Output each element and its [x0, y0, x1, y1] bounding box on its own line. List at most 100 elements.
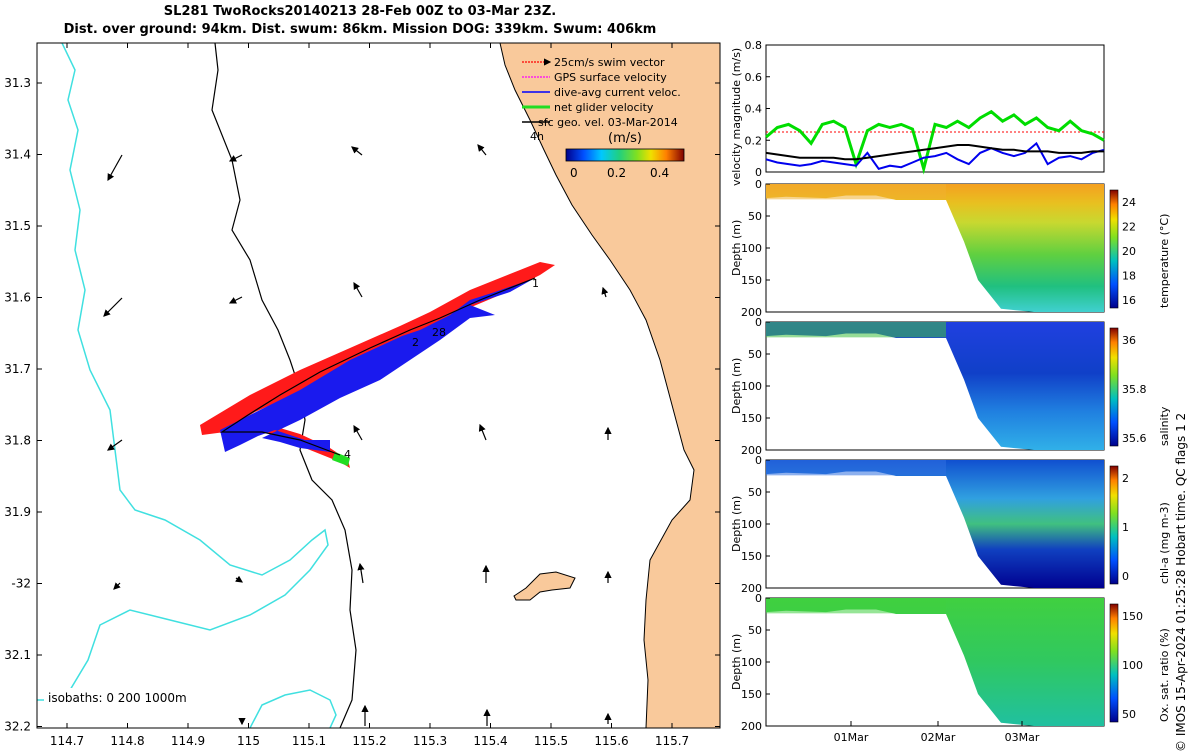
current-arrow [353, 424, 363, 441]
map-axes-frame [36, 42, 721, 729]
current-arrow [235, 575, 243, 583]
velocity-series-line [765, 109, 1105, 175]
glider-track [219, 277, 536, 456]
heatmap-y-tick-label: 150 [741, 412, 762, 425]
current-arrow [107, 154, 123, 182]
isobath-1000m [37, 43, 329, 701]
coastline-land [499, 43, 720, 728]
legend: 25cm/s swim vector GPS surface velocity … [522, 56, 685, 180]
current-arrow [477, 144, 487, 156]
colorbar-tick-label: 0 [1122, 570, 1129, 583]
heatmap-y-tick-label: 50 [748, 486, 762, 499]
isobath-1000m-b [249, 689, 337, 728]
colorbar-tick-label: 150 [1122, 610, 1143, 623]
swim-vectors-swath [200, 262, 555, 468]
current-arrow [228, 296, 243, 304]
current-arrow [357, 562, 365, 584]
legend-current-velocity: dive-avg current veloc. [554, 86, 681, 99]
heatmap-colorbar [1109, 465, 1119, 585]
time-x-tick-label: 02Mar [921, 731, 956, 744]
map-y-tick-label: 31.5 [4, 219, 31, 233]
heatmap-shallow-layer [766, 460, 946, 476]
heatmap-y-tick-label: 150 [741, 550, 762, 563]
colorbar-tick-1: 0.2 [607, 166, 626, 180]
current-arrow [478, 423, 487, 441]
velocity-y-label: velocity magnitude (m/s) [730, 48, 743, 186]
current-arrow [601, 286, 609, 298]
colorbar-tick-label: 35.8 [1122, 383, 1147, 396]
current-arrow [351, 146, 363, 156]
map-x-tick-label: 115.4 [473, 734, 507, 748]
time-x-tick-label: 03Mar [1005, 731, 1040, 744]
map-x-tick-label: 115 [237, 734, 260, 748]
legend-net-velocity: net glider velocity [554, 101, 654, 114]
heatmap-colorbar [1109, 327, 1119, 447]
heatmap-section [766, 184, 1104, 312]
map-y-tick-label: 31.8 [4, 434, 31, 448]
velocity-y-tick-label: 0.4 [745, 103, 763, 116]
colorbar-label: temperature (°C) [1158, 214, 1171, 308]
chart-title-line2: Dist. over ground: 94km. Dist. swum: 86k… [63, 22, 657, 37]
heatmap-shallow-layer [766, 598, 946, 614]
legend-time-label: 4h [530, 130, 544, 143]
colorbar-tick-label: 100 [1122, 659, 1143, 672]
map-y-tick-label: 31.6 [4, 291, 31, 305]
map-y-tick-label: 31.4 [4, 148, 31, 162]
map-ticks: 114.7 114.8 114.9 115 115.1 115.2 115.3 115.4 11… [4, 43, 720, 748]
colorbar-tick-label: 22 [1122, 221, 1136, 234]
heatmap-y-tick-label: 150 [741, 688, 762, 701]
velocity-y-tick-label: 0.2 [745, 134, 763, 147]
map-x-tick-label: 114.9 [171, 734, 205, 748]
map-y-tick-label: 32.2 [4, 720, 31, 734]
map-y-tick-label: 31.3 [4, 76, 31, 90]
legend-swim-vector: 25cm/s swim vector [554, 56, 665, 69]
heatmap-y-tick-label: 50 [748, 624, 762, 637]
velocity-y-tick-label: 0.8 [745, 39, 763, 52]
velocity-series-line [765, 144, 1104, 161]
heatmap-y-tick-label: 200 [741, 720, 762, 733]
colorbar-tick-label: 50 [1122, 708, 1136, 721]
map-x-tick-label: 115.7 [655, 734, 689, 748]
heatmap-y-tick-label: 100 [741, 242, 762, 255]
heatmap-y-label: Depth (m) [730, 358, 743, 414]
colorbar-unit: (m/s) [608, 131, 642, 146]
heatmap-y-tick-label: 150 [741, 274, 762, 287]
colorbar-tick-label: 2 [1122, 472, 1129, 485]
current-arrow [228, 154, 243, 162]
legend-gps-velocity: GPS surface velocity [554, 71, 667, 84]
heatmap-colorbar [1109, 189, 1119, 309]
heatmap-y-tick-label: 200 [741, 306, 762, 319]
heatmap-y-label: Depth (m) [730, 220, 743, 276]
heatmap-section [766, 598, 1104, 726]
colorbar-tick-label: 16 [1122, 294, 1136, 307]
map-x-tick-label: 115.6 [594, 734, 628, 748]
map-chart: 1 28 2 4 114.7 114.8 114.9 115 115.1 115.2 115… [4, 42, 721, 748]
velocity-y-tick-label: 0 [755, 166, 762, 179]
net-velocity-segment [332, 452, 350, 466]
heatmap-shallow-layer [766, 184, 946, 200]
heatmap-colorbar [1109, 603, 1119, 723]
legend-geo-velocity: sfc geo. vel. 03-Mar-2014 [538, 116, 678, 129]
rottnest-island [513, 571, 576, 601]
map-x-tick-label: 115.3 [413, 734, 447, 748]
colorbar-tick-label: 24 [1122, 196, 1136, 209]
current-arrow [113, 582, 121, 590]
heatmap-y-tick-label: 200 [741, 444, 762, 457]
colorbar-tick-0: 0 [570, 166, 578, 180]
heatmap-y-tick-label: 0 [755, 454, 762, 467]
map-y-tick-label: -32 [11, 577, 31, 591]
heatmap-y-tick-label: 200 [741, 582, 762, 595]
track-label-2: 2 [412, 336, 419, 349]
colorbar-tick-label: 35.6 [1122, 432, 1147, 445]
velocity-y-tick-label: 0.6 [745, 71, 763, 84]
current-arrow [103, 297, 123, 317]
map-x-tick-label: 114.8 [110, 734, 144, 748]
time-x-tick-label: 01Mar [834, 731, 869, 744]
colorbar-tick-label: 1 [1122, 521, 1129, 534]
speed-colorbar [565, 148, 685, 162]
map-y-tick-label: 31.9 [4, 505, 31, 519]
heatmap-y-tick-label: 0 [755, 316, 762, 329]
heatmap-section [766, 322, 1104, 450]
colorbar-tick-label: 36 [1122, 334, 1136, 347]
